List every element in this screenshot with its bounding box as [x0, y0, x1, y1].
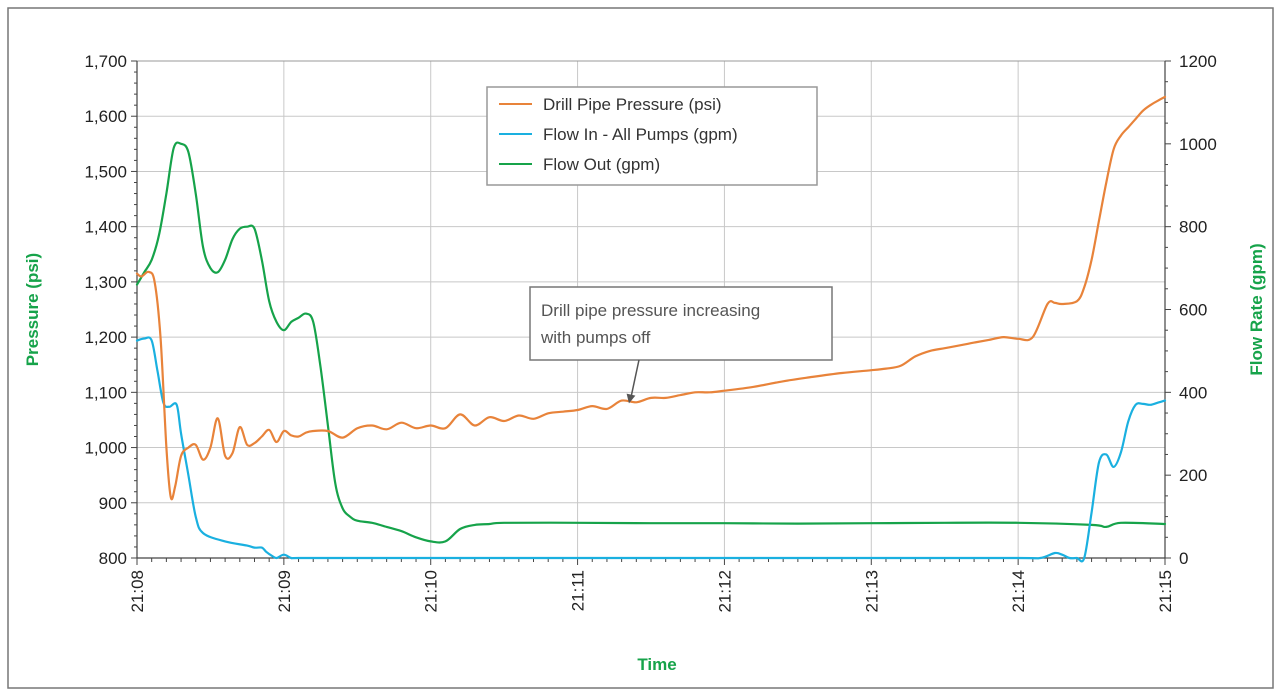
right-tick-label: 800: [1179, 218, 1207, 237]
left-tick-label: 1,200: [84, 328, 127, 347]
right-axis: 0 200 400 600 800 1000 1200: [1164, 52, 1217, 568]
x-tick-label: 21:08: [128, 570, 147, 613]
left-axis-title: Pressure (psi): [23, 253, 42, 366]
right-tick-label: 400: [1179, 383, 1207, 402]
left-tick-label: 1,600: [84, 107, 127, 126]
annotation-box: [529, 286, 833, 361]
legend: Drill Pipe Pressure (psi) Flow In - All …: [486, 86, 818, 186]
series-flow-out: [135, 141, 1167, 544]
legend-label-flow-out: Flow Out (gpm): [543, 155, 660, 174]
legend-box: [486, 86, 818, 186]
left-tick-label: 1,500: [84, 162, 127, 181]
annotation-arrowhead: [626, 393, 636, 404]
annotation: Drill pipe pressure increasing with pump…: [529, 286, 833, 404]
x-tick-label: 21:11: [569, 570, 588, 611]
right-tick-label: 0: [1179, 549, 1188, 568]
x-tick-label: 21:13: [862, 570, 881, 613]
right-tick-label: 1200: [1179, 52, 1217, 71]
x-tick-label: 21:14: [1009, 570, 1028, 613]
left-tick-label: 800: [99, 549, 127, 568]
x-tick-label: 21:12: [715, 570, 734, 613]
right-tick-label: 1000: [1179, 135, 1217, 154]
left-tick-label: 900: [99, 494, 127, 513]
left-tick-label: 1,400: [84, 218, 127, 237]
series-drill-pipe-pressure: [135, 95, 1167, 501]
x-tick-label: 21:10: [422, 570, 441, 613]
left-tick-label: 1,700: [84, 52, 127, 71]
left-tick-label: 1,100: [84, 383, 127, 402]
x-tick-label: 21:15: [1156, 570, 1175, 613]
series-layer: [135, 95, 1167, 563]
legend-label-drill-pipe-pressure: Drill Pipe Pressure (psi): [543, 95, 722, 114]
x-axis-title: Time: [637, 655, 676, 674]
left-tick-label: 1,300: [84, 273, 127, 292]
left-tick-label: 1,000: [84, 439, 127, 458]
annotation-line-1: Drill pipe pressure increasing: [541, 301, 760, 320]
right-tick-label: 200: [1179, 466, 1207, 485]
right-axis-title: Flow Rate (gpm): [1247, 243, 1266, 375]
left-axis: 800 900 1,000 1,100 1,200 1,300 1,400 1,500 1,60…: [84, 52, 138, 568]
series-flow-in: [135, 336, 1167, 563]
right-tick-label: 600: [1179, 301, 1207, 320]
annotation-arrow: [630, 359, 640, 398]
annotation-line-2: with pumps off: [540, 328, 651, 347]
legend-label-flow-in: Flow In - All Pumps (gpm): [543, 125, 738, 144]
x-tick-label: 21:09: [275, 570, 294, 613]
